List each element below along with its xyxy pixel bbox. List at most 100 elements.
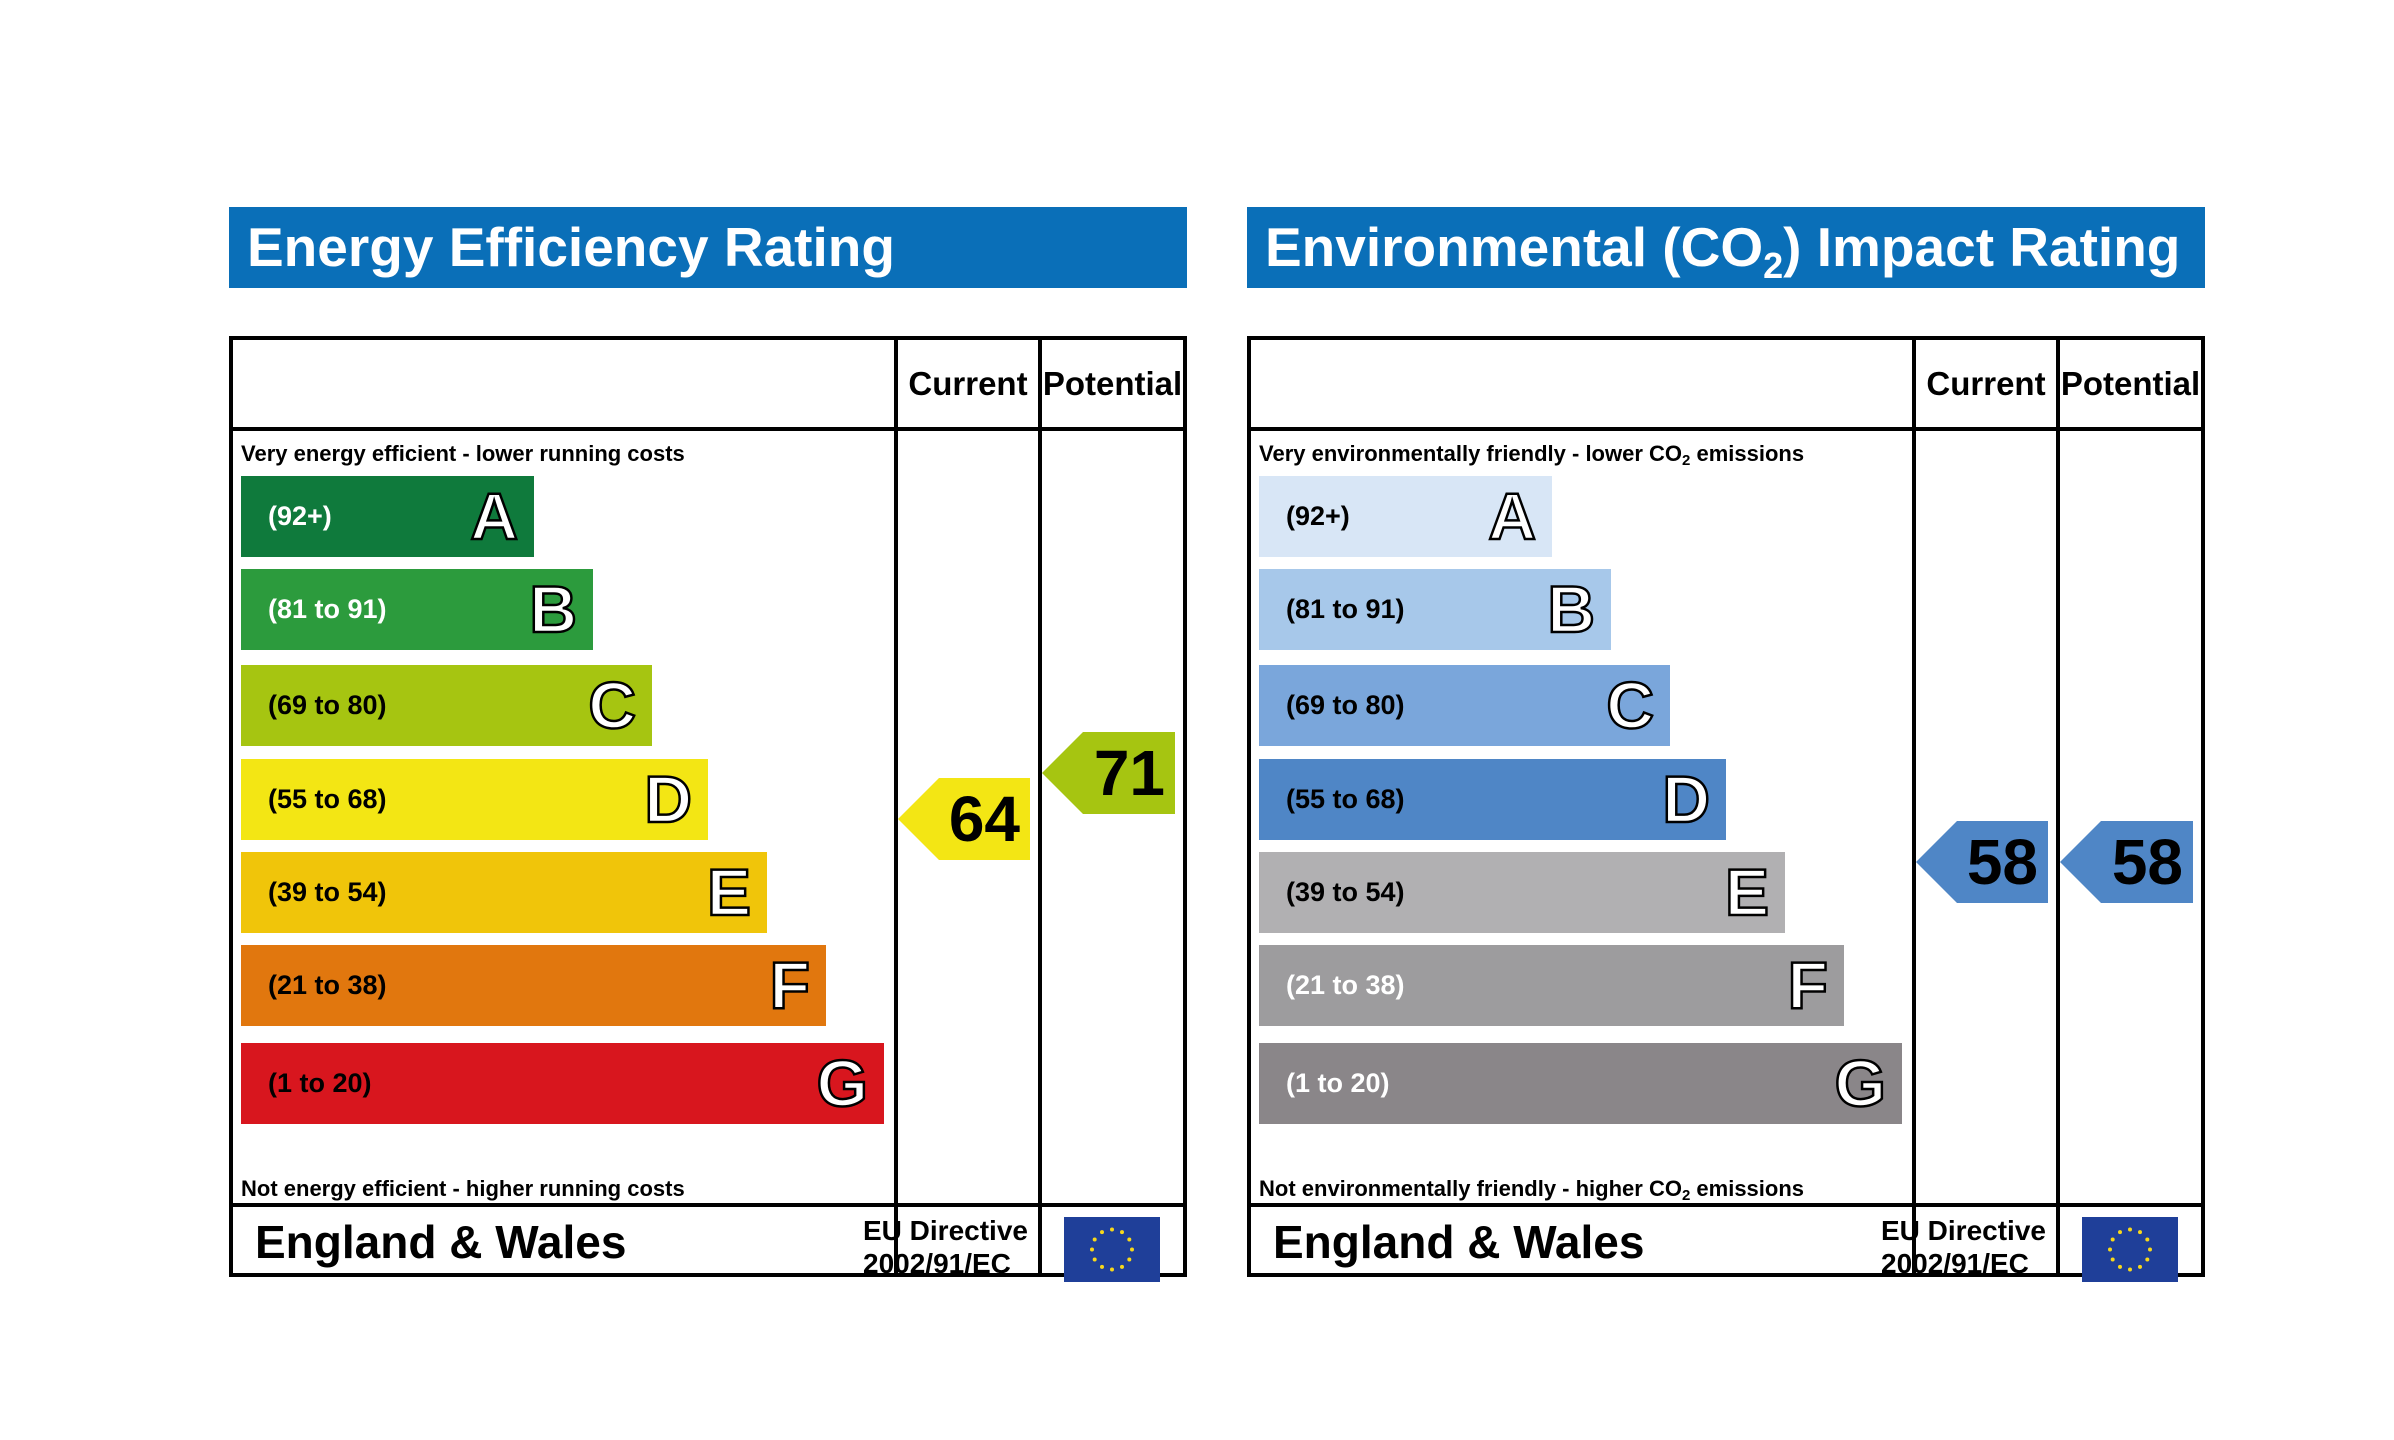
eu-star (1120, 1230, 1124, 1235)
pointer-arrow-shape (2060, 820, 2193, 903)
band-letter: G (815, 1045, 869, 1122)
environmental-impact-title: Environmental (CO2) Impact Rating (1247, 207, 2205, 288)
band-range-label: (92+) (268, 501, 332, 531)
rating-value: 71 (1093, 736, 1165, 809)
eu-directive-label: EU Directive 2002/91/EC (863, 1214, 1028, 1280)
rating-value: 58 (1966, 825, 2038, 898)
bottom-caption: Not energy efficient - higher running co… (241, 1176, 685, 1201)
band-letter: A (469, 478, 519, 555)
current-rating-pointer: 64 (898, 777, 1030, 860)
band-range-label: (21 to 38) (268, 970, 387, 1000)
band-letter: D (1661, 761, 1711, 838)
eu-star (1127, 1237, 1132, 1242)
band-letter: D (643, 761, 693, 838)
eu-star (2110, 1257, 2115, 1262)
band-range-label: (39 to 54) (1286, 877, 1405, 907)
potential-rating-pointer: 58 (2060, 820, 2193, 903)
eu-star (1120, 1264, 1124, 1269)
environmental-impact-panel: Environmental (CO2) Impact Rating Curren… (1247, 207, 2205, 1282)
band-letter: E (706, 854, 753, 931)
band-range-label: (21 to 38) (1286, 970, 1405, 1000)
band-letter: F (768, 947, 811, 1024)
header-rule (233, 427, 1183, 431)
caption-subscript: 2 (1681, 1187, 1691, 1204)
eu-flag-icon (1064, 1217, 1160, 1282)
band-range-label: (69 to 80) (1286, 690, 1405, 720)
column-divider (894, 340, 898, 1273)
directive-line-1: EU Directive (1881, 1215, 2046, 1246)
band-range-label: (1 to 20) (1286, 1068, 1390, 1098)
eu-star (1090, 1247, 1094, 1252)
band-range-label: (39 to 54) (268, 877, 387, 907)
band-letter: B (1546, 571, 1596, 648)
band-a: (92+) A (1259, 476, 1552, 557)
current-column-header: Current (908, 365, 1028, 402)
eu-star (1110, 1227, 1114, 1232)
eu-star (2138, 1230, 2142, 1235)
footer-rule (233, 1203, 1183, 1207)
top-caption: Very environmentally friendly - lower CO… (1259, 441, 1805, 468)
eu-flag-icon (2082, 1217, 2178, 1282)
band-letter: E (1724, 854, 1771, 931)
band-letter: A (1487, 478, 1537, 555)
eu-star (2138, 1264, 2142, 1269)
eu-star (1092, 1237, 1097, 1242)
eu-star (2148, 1247, 2152, 1252)
band-range-label: (92+) (1286, 501, 1350, 531)
energy-efficiency-panel: Energy Efficiency Rating Current Potenti… (229, 207, 1187, 1282)
footer-rule (1251, 1203, 2201, 1207)
eu-star (2110, 1237, 2115, 1242)
pointer-arrow (1916, 820, 2048, 903)
eu-star (2128, 1227, 2132, 1232)
band-b: (81 to 91) B (1259, 569, 1611, 650)
top-caption: Very energy efficient - lower running co… (241, 441, 685, 466)
caption-text-end: emissions (1690, 441, 1805, 466)
band-letter: C (1605, 667, 1655, 744)
directive-line-2: 2002/91/EC (863, 1248, 1011, 1279)
eu-star (2145, 1237, 2150, 1242)
eu-star (1110, 1267, 1114, 1272)
band-range-label: (55 to 68) (1286, 784, 1405, 814)
caption-text: Not environmentally friendly - higher CO (1259, 1176, 1682, 1201)
eu-star (1127, 1257, 1132, 1262)
eu-star (2118, 1264, 2122, 1269)
band-e: (39 to 54) E (241, 852, 767, 933)
column-divider (1038, 340, 1042, 1273)
band-range-label: (69 to 80) (268, 690, 387, 720)
band-range-label: (55 to 68) (268, 784, 387, 814)
band-range-label: (81 to 91) (268, 594, 387, 624)
band-a: (92+) A (241, 476, 534, 557)
title-subscript: 2 (1763, 245, 1784, 286)
current-column-header: Current (1926, 365, 2046, 402)
potential-column-header: Potential (2060, 365, 2201, 402)
rating-value: 64 (948, 782, 1020, 855)
title-text-end: ) Impact Rating (1783, 216, 2181, 278)
band-letter: F (1786, 947, 1829, 1024)
header-rule (1251, 427, 2201, 431)
region-label: England & Wales (1273, 1216, 1645, 1268)
band-c: (69 to 80) C (1259, 665, 1670, 746)
caption-text: Very environmentally friendly - lower CO (1259, 441, 1683, 466)
region-label: England & Wales (255, 1216, 627, 1268)
band-e: (39 to 54) E (1259, 852, 1785, 933)
band-f: (21 to 38) F (241, 945, 826, 1026)
band-g: (1 to 20) G (241, 1043, 884, 1124)
band-range-label: (81 to 91) (1286, 594, 1405, 624)
pointer-arrow (1042, 731, 1175, 814)
band-range-label: (1 to 20) (268, 1068, 372, 1098)
eu-star (1092, 1257, 1097, 1262)
pointer-arrow (2060, 820, 2193, 903)
environmental-impact-table: Current Potential Very environmentally f… (1247, 336, 2205, 1282)
band-d: (55 to 68) D (1259, 759, 1726, 840)
column-divider (1912, 340, 1916, 1273)
eu-star (1130, 1247, 1134, 1252)
band-letter: B (528, 571, 578, 648)
energy-efficiency-title: Energy Efficiency Rating (229, 207, 1187, 288)
potential-column-header: Potential (1042, 365, 1183, 402)
band-f: (21 to 38) F (1259, 945, 1844, 1026)
band-b: (81 to 91) B (241, 569, 593, 650)
current-rating-pointer: 58 (1916, 820, 2048, 903)
band-letter: C (587, 667, 637, 744)
column-divider (2056, 340, 2060, 1273)
caption-text-end: emissions (1690, 1176, 1805, 1201)
